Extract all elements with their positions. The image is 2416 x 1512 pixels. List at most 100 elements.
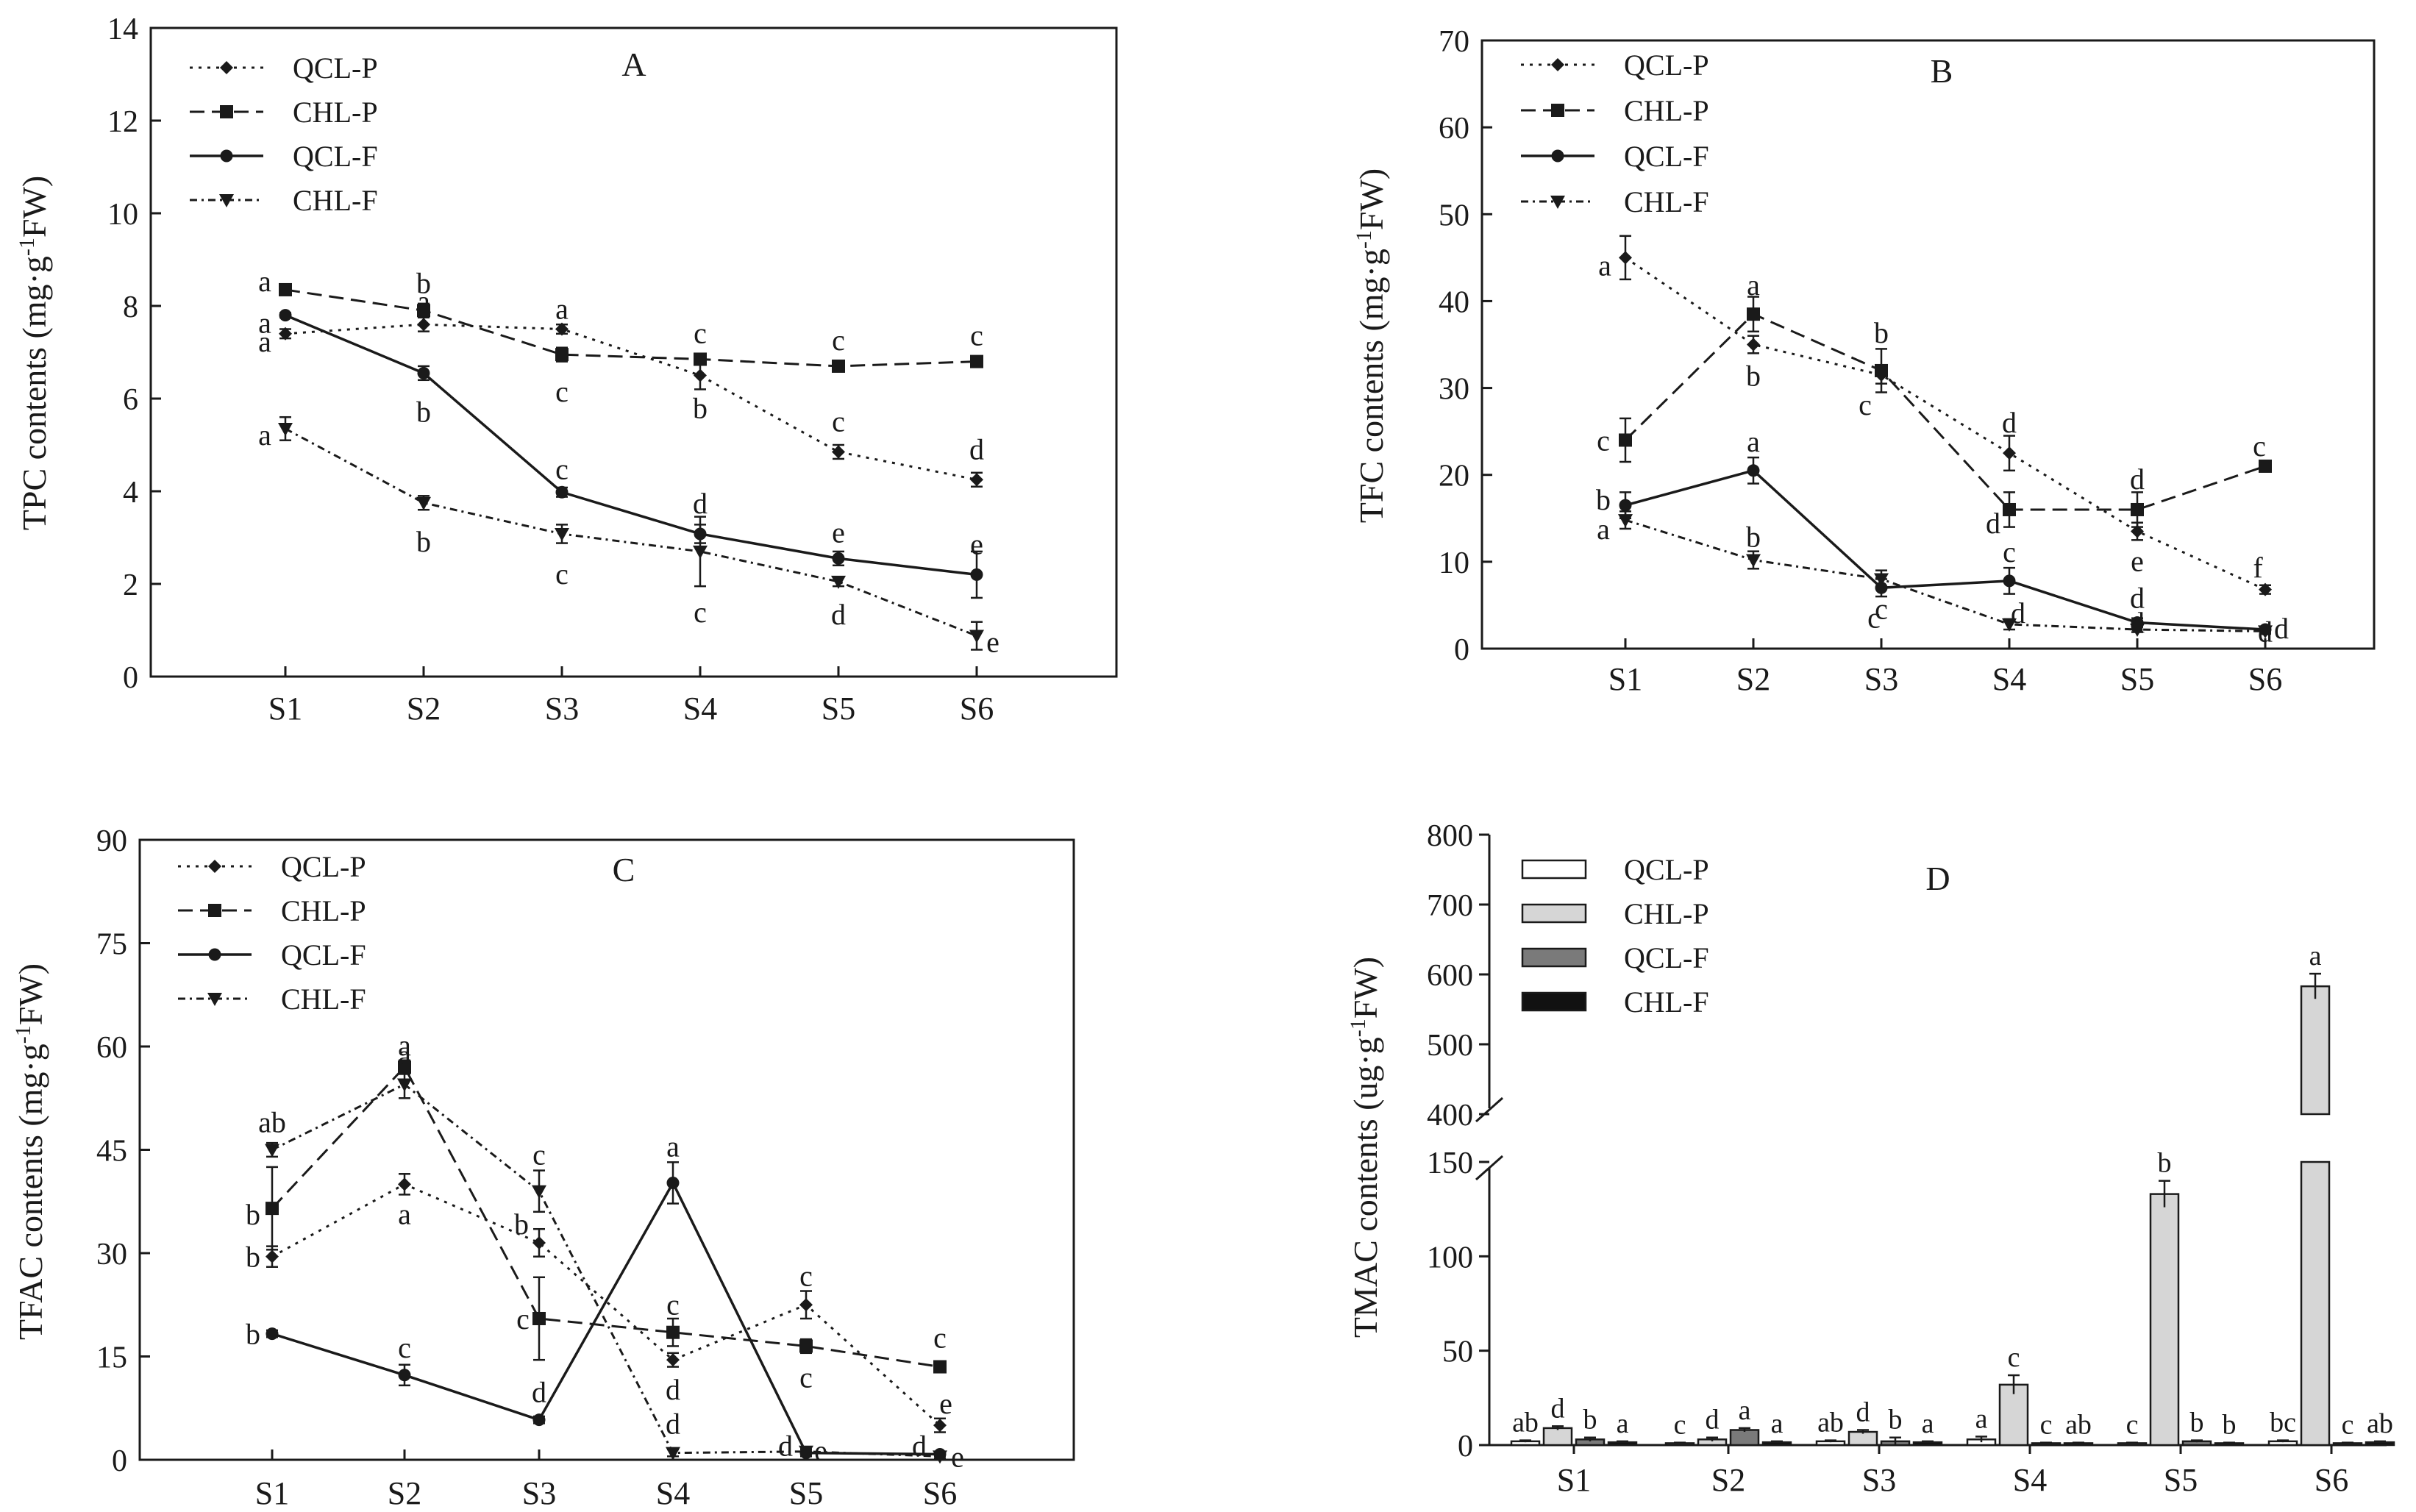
significance-letter: c [1674, 1410, 1686, 1441]
significance-letter: bc [2270, 1408, 2296, 1438]
x-tick-label: S2 [1736, 661, 1770, 697]
significance-letter: c [1875, 592, 1888, 625]
series-line [1625, 518, 2266, 632]
significance-letter: c [555, 452, 569, 485]
legend-label: CHL-P [281, 894, 366, 927]
x-tick-label: S5 [789, 1475, 823, 1511]
y-tick-label: 10 [107, 198, 138, 232]
significance-letter: c [1597, 424, 1610, 457]
legend-label: CHL-P [1624, 94, 1709, 127]
y-tick-label: 15 [96, 1341, 127, 1375]
significance-letter: e [951, 1440, 964, 1473]
y-tick-label: 600 [1427, 959, 1473, 993]
x-tick-label: S5 [2120, 661, 2154, 697]
legend-swatch [1521, 859, 1587, 880]
significance-letter: b [2190, 1408, 2204, 1438]
bar [2149, 1193, 2180, 1447]
legend-label: CHL-F [1624, 985, 1709, 1019]
data-point [279, 309, 292, 322]
significance-letter: a [1747, 268, 1760, 302]
y-tick-label: 400 [1427, 1099, 1473, 1133]
significance-letter: b [2223, 1410, 2237, 1441]
data-point [417, 318, 430, 332]
legend-marker [220, 105, 233, 118]
significance-letter: b [246, 1318, 260, 1351]
significance-letter: a [666, 1130, 680, 1163]
significance-letter: c [694, 316, 707, 349]
significance-letter: c [832, 404, 845, 438]
legend-marker [208, 948, 221, 961]
significance-letter: b [246, 1241, 260, 1274]
significance-letter: c [2008, 1342, 2020, 1373]
y-tick-label: 50 [1442, 1336, 1473, 1369]
legend-marker [1551, 104, 1564, 117]
panel-title: D [1925, 860, 1950, 897]
data-point [666, 1353, 680, 1367]
significance-letter: d [2258, 615, 2273, 648]
data-point [1619, 251, 1632, 265]
series-line [285, 323, 977, 481]
series-line [1625, 469, 2266, 631]
panel-d-tmac-bar-chart: 0 50 100 150 400 500 600 700 800 S1 S2 S3 S4 S5 S6 D TMA… [1346, 819, 2395, 1498]
significance-letter: d [2011, 596, 2025, 630]
significance-letter: d [532, 1376, 546, 1409]
legend-marker [207, 993, 222, 1006]
data-point [694, 352, 707, 366]
significance-letter: b [1874, 316, 1889, 349]
panel-title: C [613, 851, 635, 888]
data-point [832, 445, 845, 459]
y-tick-label: 10 [1439, 546, 1469, 580]
significance-letter: c [970, 319, 983, 352]
data-point [417, 366, 430, 379]
bar [1998, 1383, 2029, 1447]
x-tick-label: S4 [1992, 661, 2026, 697]
bar [1847, 1430, 1878, 1447]
legend-swatch [1521, 991, 1587, 1012]
data-point [1619, 499, 1632, 512]
significance-letter: b [1583, 1405, 1597, 1436]
y-tick-label: 8 [123, 290, 138, 324]
significance-letter: b [693, 392, 708, 425]
data-point [532, 1235, 546, 1249]
y-tick-label: 40 [1439, 285, 1469, 319]
significance-letter: d [666, 1373, 680, 1406]
panel-title: B [1931, 52, 1953, 90]
series-line [285, 427, 977, 637]
x-tick-label: S1 [255, 1475, 289, 1511]
data-point [555, 485, 569, 499]
y-tick-label: 800 [1427, 819, 1473, 853]
significance-letter: d [1856, 1397, 1870, 1427]
y-tick-label: 500 [1427, 1029, 1473, 1063]
significance-letter: b [514, 1208, 529, 1241]
significance-letter: a [398, 1029, 411, 1062]
significance-letter: a [258, 418, 271, 452]
bar [2300, 1160, 2331, 1447]
legend-label: CHL-P [1624, 897, 1709, 930]
significance-letter: c [2040, 1410, 2053, 1441]
data-point [278, 422, 293, 436]
significance-letter: ab [1817, 1408, 1844, 1438]
significance-letter: c [532, 1138, 546, 1172]
significance-letter: a [2309, 941, 2322, 971]
data-point [555, 322, 569, 336]
x-tick-label: S4 [2013, 1462, 2047, 1498]
data-point [266, 1249, 279, 1263]
data-point [397, 1078, 412, 1092]
data-point [2259, 582, 2272, 596]
data-point [555, 527, 569, 541]
significance-letter: a [1739, 1395, 1751, 1426]
legend-label: CHL-F [293, 184, 378, 217]
data-point [2131, 524, 2144, 538]
x-tick-label: S1 [1557, 1462, 1591, 1498]
significance-letter: c [398, 1331, 411, 1364]
data-point [417, 304, 430, 318]
data-point [398, 1177, 411, 1191]
bar [2300, 985, 2331, 1116]
legend-marker [1550, 196, 1565, 209]
y-tick-label: 60 [1439, 112, 1469, 146]
